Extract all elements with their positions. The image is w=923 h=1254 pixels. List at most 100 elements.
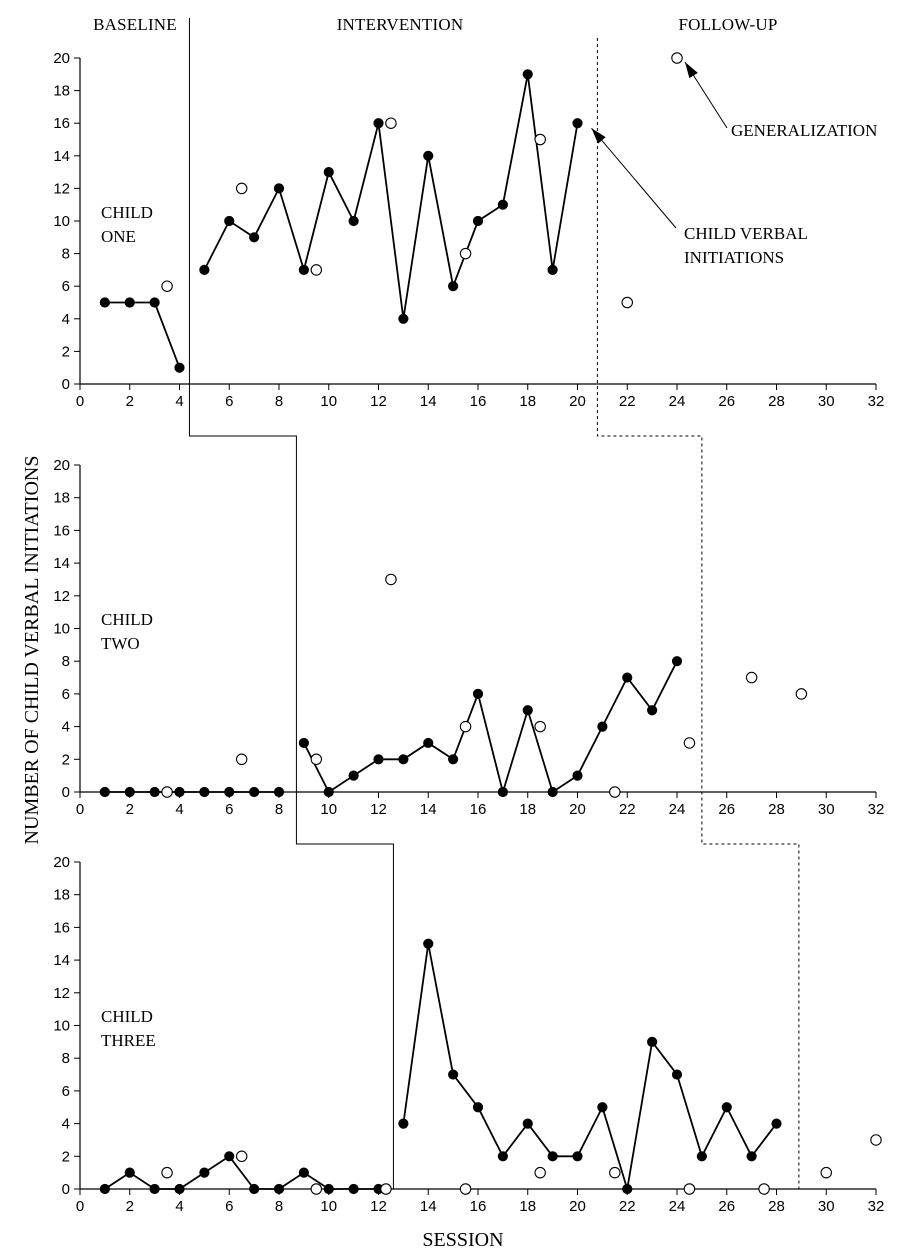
panel-2-x-tick-label: 28 [768, 801, 785, 818]
panel-2-x-tick-label: 20 [569, 801, 586, 818]
phase-label-follow-up: FOLLOW-UP [678, 15, 777, 34]
panel-1-x-tick-label: 18 [519, 393, 536, 410]
panel-1-x-tick-label: 28 [768, 393, 785, 410]
verbal-initiations-arrow-head [592, 128, 606, 143]
panel-2-generalization-point [610, 787, 620, 797]
panel-1-label-line2: ONE [101, 227, 136, 246]
panel-1-x-tick-label: 30 [818, 393, 835, 410]
panel-2-verbal-initiation-point [299, 738, 308, 747]
panel-1-x-tick-label: 2 [126, 393, 134, 410]
panel-1-x-tick-label: 22 [619, 393, 636, 410]
panel-3-verbal-initiation-point [598, 1103, 607, 1112]
panel-1-generalization-point [162, 281, 172, 291]
panel-2-verbal-initiation-point [399, 755, 408, 764]
panel-3-label-line2: THREE [101, 1031, 156, 1050]
panel-1-y-tick-label: 14 [53, 148, 70, 165]
panel-2-x-tick-label: 8 [275, 801, 283, 818]
panel-1-x-tick-label: 6 [225, 393, 233, 410]
panel-3-x-tick-label: 10 [320, 1198, 337, 1215]
panel-2-y-tick-label: 16 [53, 522, 70, 539]
x-axis-title: SESSION [422, 1229, 503, 1251]
panel-1-verbal-initiation-point [250, 233, 259, 242]
panel-2-verbal-initiation-point [648, 706, 657, 715]
panel-2-verbal-initiation-point [250, 787, 259, 796]
panel-3-y-tick-label: 10 [53, 1018, 70, 1035]
panel-2-verbal-initiation-point [473, 689, 482, 698]
panel-2-verbal-initiation-point [548, 787, 557, 796]
panel-2-generalization-point [162, 787, 172, 797]
panel-1-verbal-initiation-point [349, 216, 358, 225]
panel-3-generalization-point [871, 1135, 881, 1145]
panel-2-y-tick-label: 6 [62, 686, 70, 703]
panel-1-generalization-point [236, 183, 246, 193]
panel-3-verbal-initiation-point [672, 1070, 681, 1079]
panel-2-verbal-initiation-point [200, 787, 209, 796]
panel-3-x-tick-label: 8 [275, 1198, 283, 1215]
panel-3-generalization-point [460, 1184, 470, 1194]
panel-2-label-line2: TWO [101, 634, 140, 653]
panel-1-x-tick-label: 4 [175, 393, 183, 410]
panel-2-x-tick-label: 32 [868, 801, 885, 818]
panel-1-verbal-initiation-point [274, 184, 283, 193]
panel-3-x-tick-label: 18 [519, 1198, 536, 1215]
panel-2-generalization-point [796, 689, 806, 699]
panel-1-x-tick-label: 0 [76, 393, 84, 410]
panel-3-x-tick-label: 16 [470, 1198, 487, 1215]
panel-3-generalization-point [610, 1167, 620, 1177]
panel-1-y-tick-label: 12 [53, 180, 70, 197]
panel-1-verbal-initiation-point [225, 216, 234, 225]
panel-1-verbal-initiation-point [449, 282, 458, 291]
panel-1-x-tick-label: 16 [470, 393, 487, 410]
panel-1-verbal-initiation-point [573, 119, 582, 128]
panel-3-x-tick-label: 6 [225, 1198, 233, 1215]
panel-3-verbal-initiation-point [697, 1152, 706, 1161]
panel-3-generalization-point [311, 1184, 321, 1194]
generalization-arrow-head [685, 62, 698, 78]
panel-1-y-tick-label: 20 [53, 50, 70, 67]
panel-1-verbal-initiation-point [424, 151, 433, 160]
panel-3-x-tick-label: 22 [619, 1198, 636, 1215]
panel-3-verbal-initiation-point [349, 1184, 358, 1193]
panel-3-generalization-point [162, 1167, 172, 1177]
panel-2-generalization-point [684, 738, 694, 748]
panel-2-x-tick-label: 14 [420, 801, 437, 818]
panel-3-verbal-initiation-point [498, 1152, 507, 1161]
panel-1-y-tick-label: 2 [62, 343, 70, 360]
panel-3-y-tick-label: 2 [62, 1148, 70, 1165]
panel-2-y-tick-label: 0 [62, 784, 70, 801]
panel-3-verbal-initiation-point [175, 1184, 184, 1193]
panel-1-y-tick-label: 8 [62, 246, 70, 263]
panel-2-label-line1: CHILD [101, 610, 153, 629]
panel-3-x-tick-label: 28 [768, 1198, 785, 1215]
panel-1-verbal-initiation-point [498, 200, 507, 209]
panel-2-verbal-initiation-point [672, 657, 681, 666]
y-axis-title: NUMBER OF CHILD VERBAL INITIATIONS [21, 456, 43, 845]
panel-3-verbal-initiation-point [747, 1152, 756, 1161]
panel-1-y-tick-label: 10 [53, 213, 70, 230]
panel-3-generalization-point [821, 1167, 831, 1177]
panel-3-intervention-line [403, 944, 776, 1189]
panel-1-generalization-point [672, 53, 682, 63]
panel-1-verbal-initiation-point [399, 314, 408, 323]
panel-2-verbal-initiation-point [598, 722, 607, 731]
panel-2-x-tick-label: 16 [470, 801, 487, 818]
panel-2-verbal-initiation-point [175, 787, 184, 796]
panel-1-verbal-initiation-point [150, 298, 159, 307]
panel-2-generalization-point [236, 754, 246, 764]
panel-2-y-tick-label: 4 [62, 719, 70, 736]
panel-3-y-tick-label: 14 [53, 952, 70, 969]
panel-1-verbal-initiation-point [548, 265, 557, 274]
panel-1-generalization-point [622, 297, 632, 307]
phase-change-line-baseline-intervention [189, 18, 393, 1189]
panel-3-verbal-initiation-point [274, 1184, 283, 1193]
panel-1-generalization-point [535, 134, 545, 144]
panel-3-verbal-initiation-point [225, 1152, 234, 1161]
panel-1-x-tick-label: 10 [320, 393, 337, 410]
panel-3-x-tick-label: 4 [175, 1198, 183, 1215]
panel-2-verbal-initiation-point [125, 787, 134, 796]
panel-1-verbal-initiation-point [473, 216, 482, 225]
panel-2-x-tick-label: 18 [519, 801, 536, 818]
panel-3-verbal-initiation-point [772, 1119, 781, 1128]
